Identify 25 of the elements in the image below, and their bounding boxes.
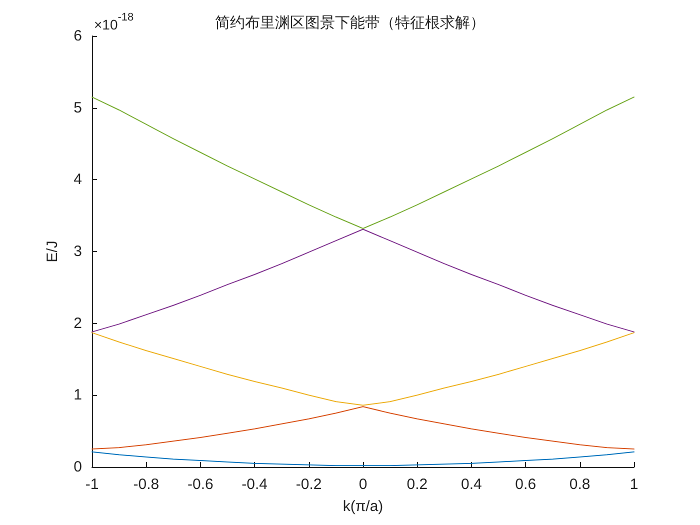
- y-tick-label: 1: [74, 386, 82, 404]
- line-series: [92, 228, 634, 332]
- x-tick-label: 0: [358, 476, 368, 493]
- x-tick-label: -1: [85, 476, 99, 493]
- chart-title: 简约布里渊区图景下能带（特征根求解）: [215, 14, 485, 32]
- y-tick-label: 0: [74, 458, 82, 476]
- y-tick-label: 4: [74, 171, 82, 188]
- y-axis-title: E/J: [44, 240, 61, 262]
- y-tick-label: 6: [74, 28, 82, 44]
- line-series: [92, 96, 634, 230]
- x-tick-label: 0.2: [406, 476, 428, 493]
- y-tick-label: 5: [74, 99, 82, 116]
- x-tick-label: 0.6: [515, 476, 536, 493]
- line-series: [92, 332, 634, 406]
- x-tick-label: -0.4: [242, 476, 268, 493]
- x-tick-label: 0.8: [569, 476, 590, 493]
- y-tick-label: 2: [74, 314, 82, 332]
- x-tick-label: 0.4: [460, 476, 482, 493]
- x-tick-label: -0.8: [133, 476, 160, 493]
- x-tick-label: 1: [630, 476, 638, 493]
- x-axis-title: k(π/a): [342, 498, 384, 515]
- line-series: [92, 406, 634, 450]
- x-tick-label: -0.2: [296, 476, 322, 493]
- y-tick-label: 3: [74, 243, 82, 260]
- x-tick-label: -0.6: [187, 476, 214, 493]
